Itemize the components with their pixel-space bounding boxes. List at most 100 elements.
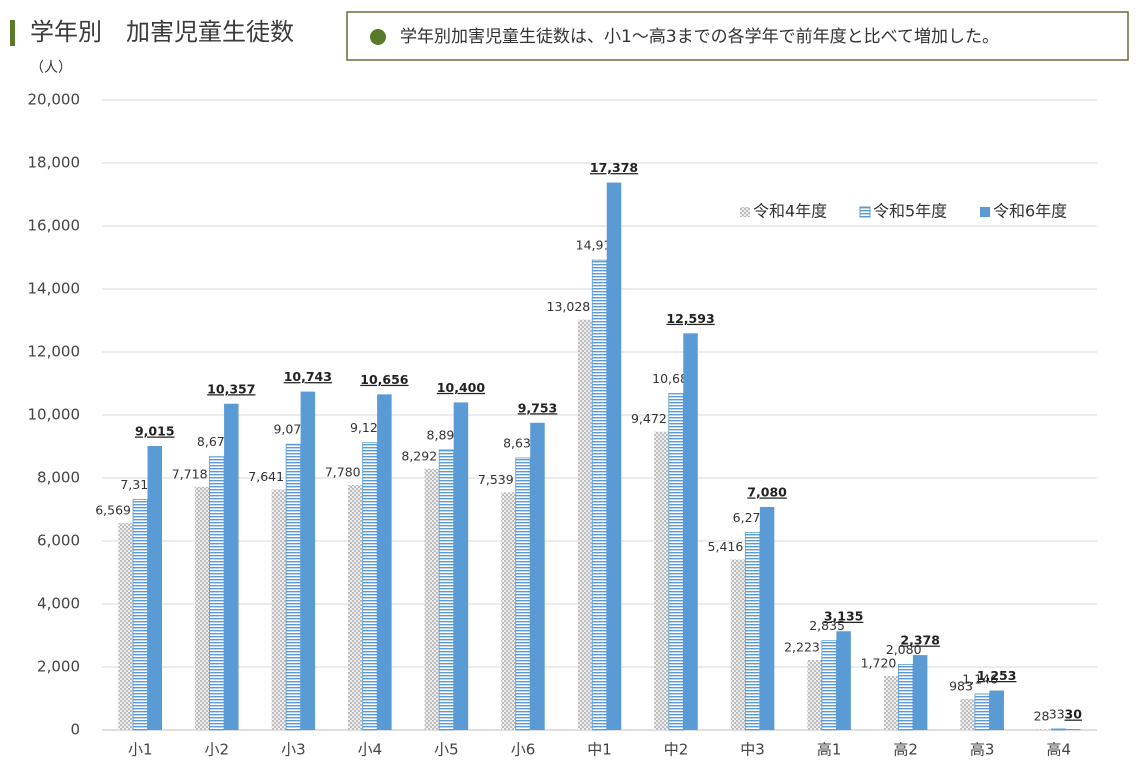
legend-label: 令和6年度 xyxy=(993,202,1067,221)
bar xyxy=(836,631,851,730)
value-label: 7,539 xyxy=(478,472,514,487)
note-text: 学年別加害児童生徒数は、小1～高3までの各学年で前年度と比べて増加した。 xyxy=(400,27,999,47)
x-tick-label: 小4 xyxy=(358,741,383,759)
value-label-bold: 30 xyxy=(1065,707,1083,722)
value-label: 1,720 xyxy=(861,655,897,670)
legend-label: 令和5年度 xyxy=(873,202,947,221)
bar xyxy=(362,442,378,731)
value-label-bold: 10,743 xyxy=(284,369,332,384)
value-label-bold: 10,357 xyxy=(207,381,255,396)
bar xyxy=(438,449,455,731)
bar xyxy=(577,319,593,730)
y-tick-label: 14,000 xyxy=(28,280,81,298)
bar xyxy=(132,499,148,731)
bar xyxy=(300,391,316,730)
note-bullet xyxy=(370,29,386,45)
value-label: 7,718 xyxy=(172,466,208,481)
bar xyxy=(883,675,899,730)
bar xyxy=(285,443,301,731)
bar xyxy=(898,664,914,731)
bar xyxy=(912,655,928,730)
bar xyxy=(530,422,545,730)
value-label-bold: 1,253 xyxy=(977,668,1017,683)
note-box xyxy=(346,11,1129,61)
value-label: 983 xyxy=(949,679,973,694)
value-label: 8,638 xyxy=(503,435,539,450)
legend-swatch xyxy=(859,206,871,218)
bar xyxy=(1065,729,1081,730)
value-label: 2,223 xyxy=(784,639,820,654)
bar xyxy=(807,659,822,730)
bar xyxy=(348,484,363,730)
value-label: 33 xyxy=(1049,706,1065,721)
bar xyxy=(1036,729,1052,730)
y-tick-label: 2,000 xyxy=(37,658,80,676)
x-tick-label: 中2 xyxy=(664,741,689,759)
value-label: 7,780 xyxy=(325,464,361,479)
value-label: 9,120 xyxy=(350,420,386,435)
value-label: 8,292 xyxy=(401,448,437,463)
value-label: 6,569 xyxy=(95,503,131,518)
y-tick-label: 6,000 xyxy=(37,532,80,550)
legend-swatch xyxy=(740,207,750,217)
bar xyxy=(501,492,516,730)
title-accent xyxy=(10,20,15,46)
bar xyxy=(668,393,684,731)
value-label-bold: 3,135 xyxy=(824,609,864,624)
value-label-bold: 10,400 xyxy=(437,380,486,395)
legend-swatch xyxy=(980,207,990,217)
bar xyxy=(744,532,761,731)
y-axis-label: （人） xyxy=(30,60,72,76)
value-label: 2,835 xyxy=(809,618,845,633)
x-tick-label: 高2 xyxy=(893,741,918,759)
value-label: 13,028 xyxy=(547,299,591,314)
value-label: 2,080 xyxy=(886,642,922,657)
bar xyxy=(377,394,392,730)
bar xyxy=(654,431,669,730)
bar xyxy=(118,523,134,730)
x-tick-label: 小5 xyxy=(434,741,459,759)
bar xyxy=(1051,728,1067,731)
y-tick-label: 20,000 xyxy=(28,91,81,109)
bar xyxy=(515,457,531,731)
chart-title: 学年別 加害児童生徒数 xyxy=(30,18,294,46)
x-tick-label: 高3 xyxy=(970,741,995,759)
bar xyxy=(147,446,163,730)
value-label: 7,641 xyxy=(248,469,284,484)
bar xyxy=(759,506,775,730)
bar xyxy=(209,456,225,731)
bar xyxy=(424,468,440,730)
y-tick-label: 18,000 xyxy=(28,154,81,172)
y-tick-label: 0 xyxy=(70,721,80,739)
y-tick-label: 12,000 xyxy=(28,343,81,361)
bar xyxy=(730,559,746,730)
bar xyxy=(821,640,837,731)
value-label: 8,892 xyxy=(427,427,463,442)
x-tick-label: 小1 xyxy=(128,741,153,759)
bar xyxy=(960,699,975,730)
value-label-bold: 10,656 xyxy=(360,372,409,387)
x-tick-label: 高4 xyxy=(1046,741,1071,759)
x-tick-label: 小3 xyxy=(281,741,306,759)
x-tick-label: 中3 xyxy=(740,741,765,759)
value-label-bold: 12,593 xyxy=(666,311,714,326)
y-tick-label: 10,000 xyxy=(28,406,81,424)
bar xyxy=(453,402,469,730)
legend-label: 令和4年度 xyxy=(753,202,827,221)
bar xyxy=(195,486,210,730)
value-label-bold: 2,378 xyxy=(900,633,940,648)
x-tick-label: 中1 xyxy=(587,741,612,759)
y-tick-label: 8,000 xyxy=(37,469,80,487)
bar xyxy=(683,333,698,730)
value-label: 28 xyxy=(1034,709,1050,724)
x-tick-label: 小2 xyxy=(205,741,230,759)
bar xyxy=(989,690,1004,730)
value-label-bold: 7,080 xyxy=(747,484,787,499)
y-tick-label: 4,000 xyxy=(37,595,80,613)
bar xyxy=(974,693,990,731)
bar xyxy=(224,403,239,730)
value-label-bold: 17,378 xyxy=(590,160,638,175)
value-label: 9,472 xyxy=(631,411,667,426)
bar xyxy=(591,259,608,731)
